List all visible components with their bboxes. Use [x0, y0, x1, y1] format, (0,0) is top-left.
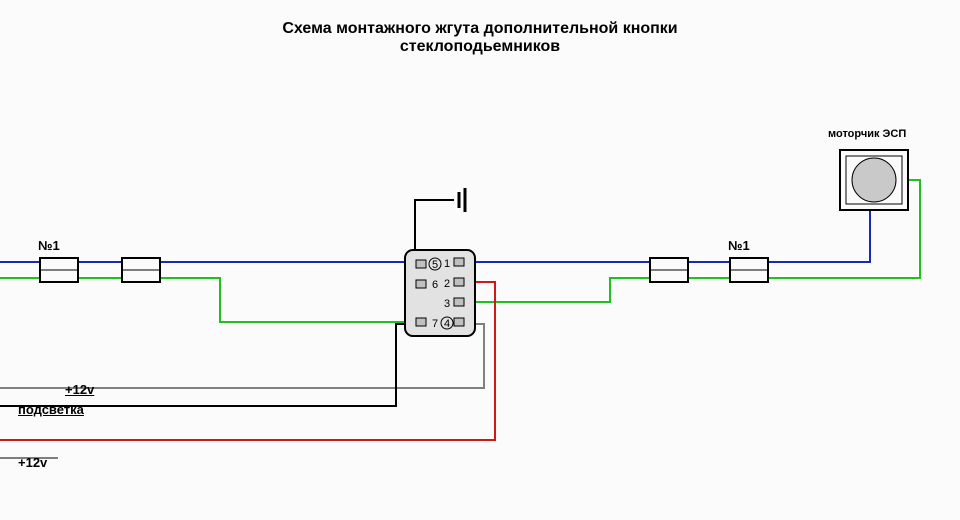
svg-text:3: 3 — [444, 298, 450, 310]
label-left-connector: №1 — [38, 238, 60, 253]
svg-text:6: 6 — [432, 279, 438, 291]
label-12v-bottom: +12v — [18, 455, 47, 470]
svg-text:7: 7 — [432, 318, 438, 330]
svg-text:2: 2 — [444, 278, 450, 290]
wiring-diagram: 5671234 — [0, 0, 960, 520]
svg-text:1: 1 — [444, 258, 450, 270]
label-right-connector: №1 — [728, 238, 750, 253]
label-motor: моторчик ЭСП — [828, 128, 906, 140]
label-podsvetka: подсветка — [18, 402, 84, 417]
label-12v-top: +12v — [65, 382, 94, 397]
